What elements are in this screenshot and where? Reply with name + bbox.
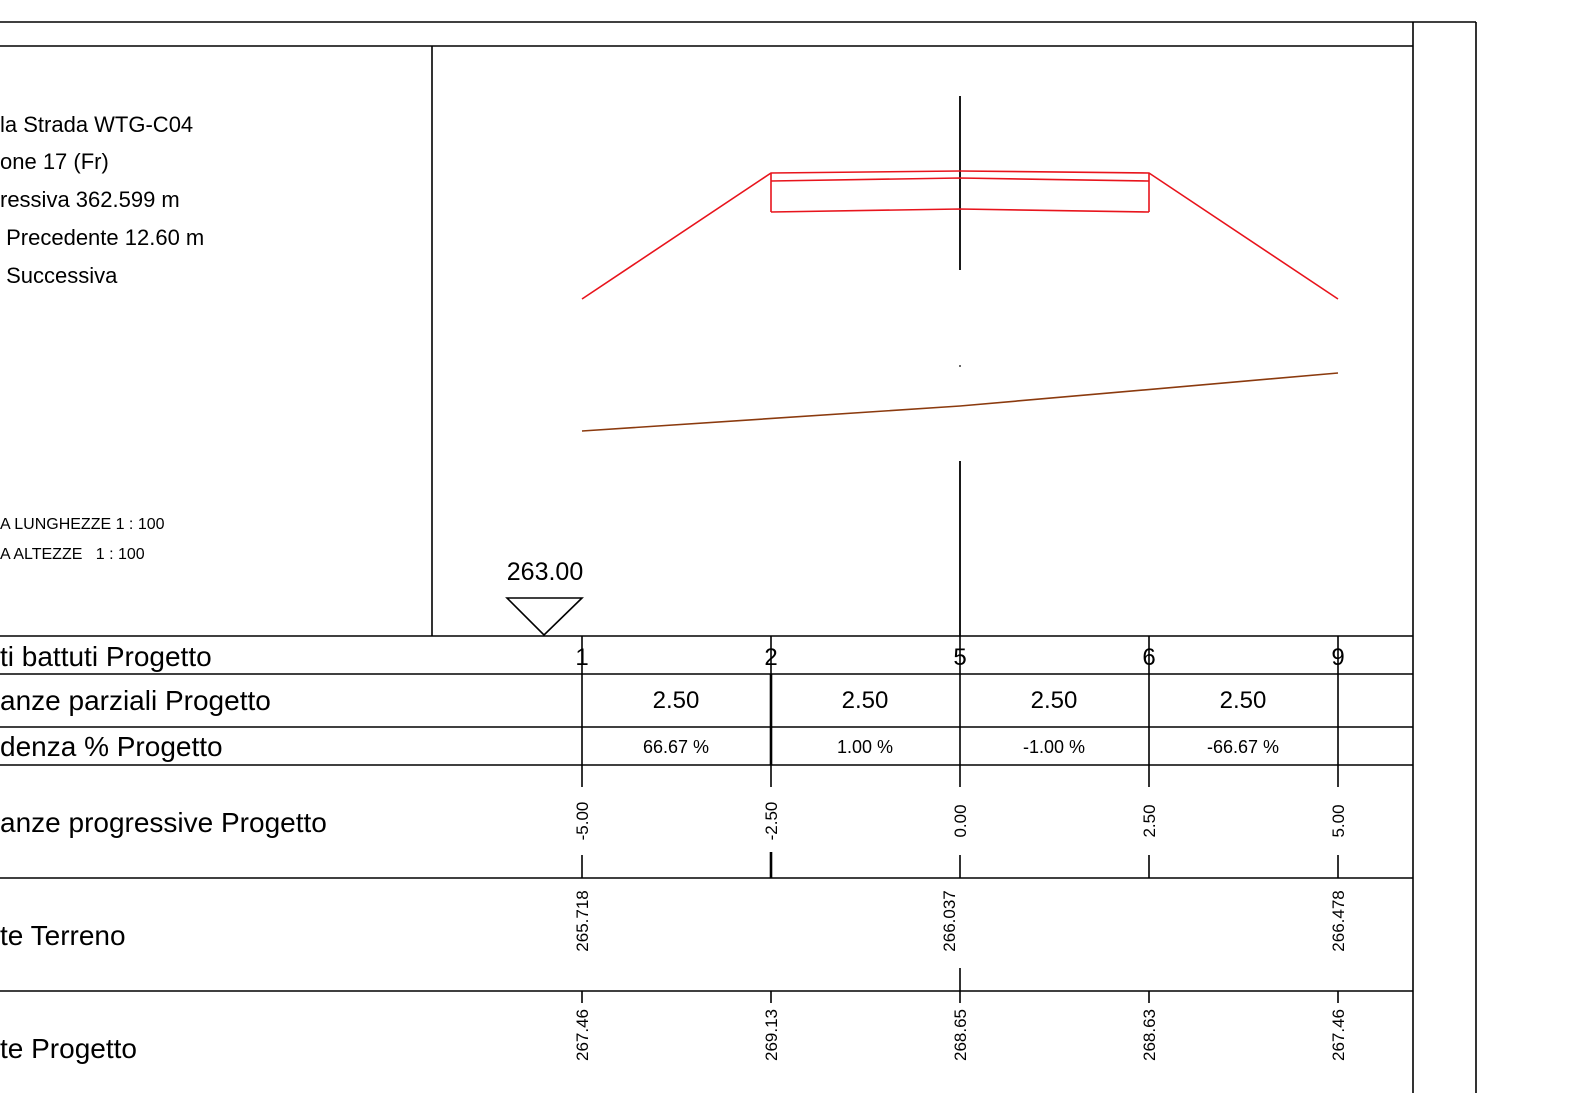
design-pavement-top [770, 177, 1150, 182]
table-row-labels: ti battuti Progetto anze parziali Proget… [0, 641, 327, 1064]
section-geometry [581, 96, 1339, 636]
design-elevation: 268.63 [1140, 1009, 1159, 1061]
row-label-design: te Progetto [0, 1033, 137, 1064]
progressive-distance: 0.00 [951, 804, 970, 837]
partial-distance: 2.50 [1220, 687, 1267, 714]
slope-value: 1.00 % [837, 737, 893, 757]
progressive-distance: 2.50 [1140, 804, 1159, 837]
sheet-frame [0, 21, 1477, 1093]
terrain-profile-line [581, 372, 1339, 432]
info-line-progressive: ressiva 362.599 m [0, 187, 180, 212]
terrain-elevation: 266.478 [1329, 890, 1348, 951]
slope-value: -66.67 % [1207, 737, 1279, 757]
point-number: 2 [764, 644, 777, 671]
info-line-next: Successiva [0, 263, 118, 288]
progressive-distance: -5.00 [573, 802, 592, 841]
progressive-distance: 5.00 [1329, 804, 1348, 837]
scale-lengths: A LUNGHEZZE 1 : 100 [0, 516, 165, 533]
row-label-progressive: anze progressive Progetto [0, 807, 327, 838]
scale-heights: A ALTEZZE 1 : 100 [0, 546, 145, 563]
point-numbers: 1 2 5 6 9 [575, 644, 1344, 671]
design-elevations: 267.46 269.13 268.65 268.63 267.46 [573, 1009, 1348, 1061]
progressive-distances: -5.00 -2.50 0.00 2.50 5.00 [573, 802, 1348, 841]
design-pavement-bottom [770, 208, 1150, 213]
info-line-road: la Strada WTG-C04 [0, 112, 193, 137]
terrain-elevation: 265.718 [573, 890, 592, 951]
row-label-terrain: te Terreno [0, 920, 126, 951]
partial-distance: 2.50 [1031, 687, 1078, 714]
design-elevation: 268.65 [951, 1009, 970, 1061]
info-line-section: one 17 (Fr) [0, 149, 109, 174]
row-label-partial: anze parziali Progetto [0, 685, 271, 716]
row-label-points: ti battuti Progetto [0, 641, 212, 672]
slope-values: 66.67 % 1.00 % -1.00 % -66.67 % [643, 737, 1279, 757]
point-number: 5 [953, 644, 966, 671]
datum-marker: 263.00 [505, 558, 584, 637]
datum-label: 263.00 [507, 558, 583, 586]
progressive-distance: -2.50 [762, 802, 781, 841]
design-elevation: 269.13 [762, 1009, 781, 1061]
point-number: 1 [575, 644, 588, 671]
row-label-slope: denza % Progetto [0, 731, 223, 762]
point-number: 9 [1331, 644, 1344, 671]
point-number: 6 [1142, 644, 1155, 671]
partial-distance: 2.50 [653, 687, 700, 714]
tick-marks [581, 765, 1339, 1003]
info-block: la Strada WTG-C04 one 17 (Fr) ressiva 36… [0, 112, 204, 563]
table-column-lines [581, 636, 1339, 765]
partial-distance: 2.50 [842, 687, 889, 714]
table-grid [0, 635, 1413, 992]
terrain-elevation: 266.037 [940, 890, 959, 951]
terrain-elevations: 265.718 266.037 266.478 [573, 890, 1348, 951]
datum-triangle-icon [505, 597, 584, 637]
info-line-previous: Precedente 12.60 m [0, 225, 204, 250]
design-embankment-outline [581, 170, 1339, 300]
slope-value: -1.00 % [1023, 737, 1085, 757]
design-elevation: 267.46 [573, 1009, 592, 1061]
design-elevation: 267.46 [1329, 1009, 1348, 1061]
axis-center-dot [959, 365, 961, 367]
slope-value: 66.67 % [643, 737, 709, 757]
partial-distances: 2.50 2.50 2.50 2.50 [653, 687, 1267, 714]
